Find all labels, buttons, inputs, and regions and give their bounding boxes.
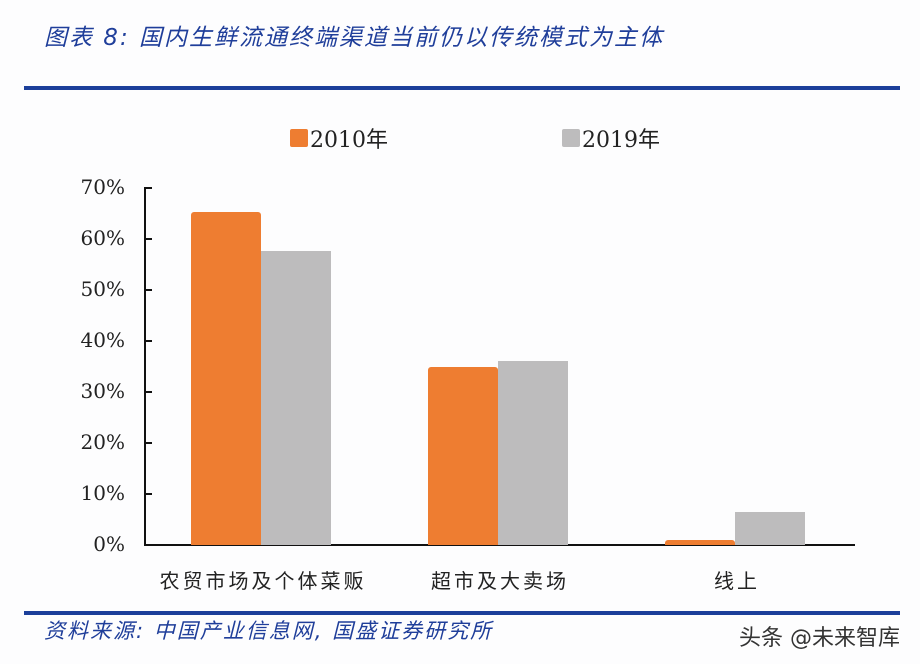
y-tick-label: 70% [80, 175, 125, 199]
footer-rule [24, 611, 900, 615]
y-tick [144, 544, 152, 546]
legend-item-2019: 2019年 [562, 122, 660, 154]
y-axis [144, 188, 146, 546]
bar-2019年-0 [261, 251, 331, 545]
chart-title: 图表 8: 国内生鲜流通终端渠道当前仍以传统模式为主体 [44, 25, 665, 51]
y-tick [144, 442, 152, 444]
y-tick [144, 187, 152, 189]
y-tick [144, 238, 152, 240]
legend-label-2010: 2010年 [310, 128, 388, 153]
y-tick [144, 493, 152, 495]
y-tick-label: 50% [80, 277, 125, 301]
legend-swatch-2019 [562, 129, 580, 147]
y-tick [144, 340, 152, 342]
x-axis [144, 544, 855, 546]
header-rule [24, 86, 900, 90]
legend-item-2010: 2010年 [290, 122, 388, 154]
watermark: 头条 @未来智库 [739, 626, 900, 651]
x-label-1: 超市及大卖场 [431, 569, 569, 593]
y-tick-label: 20% [80, 430, 125, 454]
y-tick-label: 60% [80, 226, 125, 250]
bar-2019年-1 [498, 360, 568, 545]
y-tick [144, 289, 152, 291]
y-tick-label: 30% [80, 379, 125, 403]
source-note: 资料来源: 中国产业信息网, 国盛证券研究所 [44, 619, 494, 643]
y-tick-label: 10% [80, 481, 125, 505]
x-label-0: 农贸市场及个体菜贩 [159, 569, 367, 593]
bar-2010年-0 [191, 211, 261, 545]
bar-2019年-2 [735, 511, 805, 545]
legend-label-2019: 2019年 [582, 128, 660, 153]
x-label-2: 线上 [714, 569, 760, 593]
y-tick [144, 391, 152, 393]
legend-swatch-2010 [290, 129, 308, 147]
bar-2010年-1 [428, 367, 498, 545]
bar-2010年-2 [665, 539, 735, 545]
y-tick-label: 0% [93, 532, 125, 556]
y-tick-label: 40% [80, 328, 125, 352]
